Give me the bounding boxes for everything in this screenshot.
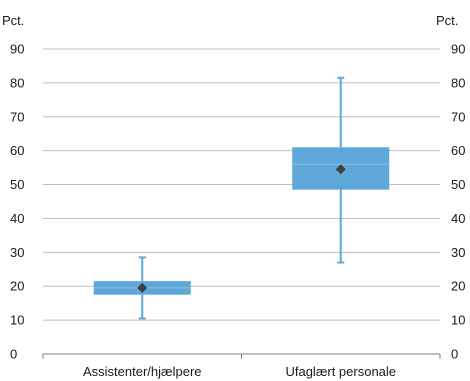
left-axis-unit: Pct. bbox=[2, 13, 24, 28]
mean-marker bbox=[335, 164, 346, 175]
right-tick-label: 20 bbox=[451, 279, 465, 294]
box-2 bbox=[292, 76, 390, 264]
category-label: Assistenter/hjælpere bbox=[83, 364, 202, 379]
right-tick-label: 30 bbox=[451, 245, 465, 260]
left-tick-label: 40 bbox=[10, 211, 24, 226]
right-tick-label: 10 bbox=[451, 313, 465, 328]
category-label: Ufaglært personale bbox=[285, 364, 396, 379]
right-tick-label: 50 bbox=[451, 177, 465, 192]
right-axis-unit: Pct. bbox=[436, 13, 458, 28]
left-tick-label: 0 bbox=[10, 347, 17, 362]
left-tick-label: 60 bbox=[10, 143, 24, 158]
right-axis-tick-labels: 0 10 20 30 40 50 60 70 80 90 bbox=[451, 42, 465, 362]
left-tick-label: 70 bbox=[10, 109, 24, 124]
right-tick-label: 40 bbox=[451, 211, 465, 226]
left-tick-label: 80 bbox=[10, 75, 24, 90]
boxes bbox=[93, 76, 390, 320]
left-tick-label: 30 bbox=[10, 245, 24, 260]
right-tick-label: 80 bbox=[451, 75, 465, 90]
right-tick-label: 90 bbox=[451, 42, 465, 57]
left-tick-label: 50 bbox=[10, 177, 24, 192]
left-tick-label: 10 bbox=[10, 313, 24, 328]
mean-marker bbox=[137, 282, 148, 293]
right-tick-label: 0 bbox=[451, 347, 458, 362]
left-tick-label: 20 bbox=[10, 279, 24, 294]
left-tick-label: 90 bbox=[10, 42, 24, 57]
x-axis bbox=[42, 353, 441, 359]
box-1 bbox=[93, 256, 191, 320]
right-tick-label: 60 bbox=[451, 143, 465, 158]
left-axis-tick-labels: 0 10 20 30 40 50 60 70 80 90 bbox=[10, 42, 24, 362]
category-labels: Assistenter/hjælpere Ufaglært personale bbox=[83, 364, 396, 379]
right-tick-label: 70 bbox=[451, 109, 465, 124]
